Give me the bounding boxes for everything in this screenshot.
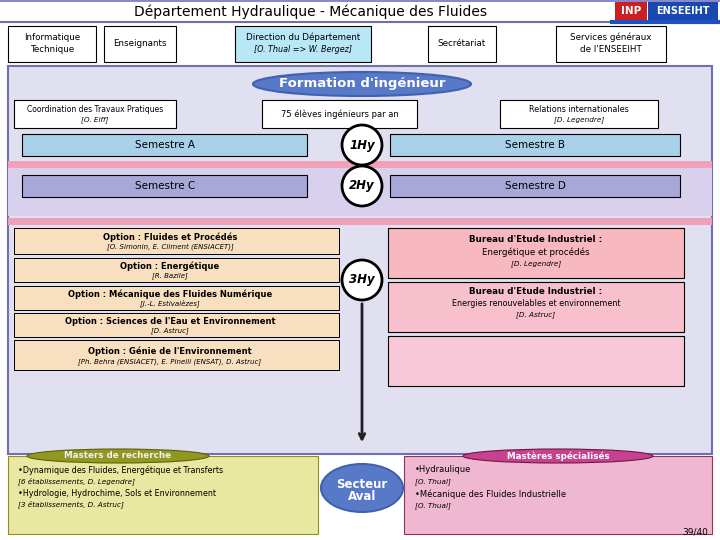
- Text: •Dynamique des Fluides, Energétique et Transferts: •Dynamique des Fluides, Energétique et T…: [18, 465, 223, 475]
- Circle shape: [342, 125, 382, 165]
- Text: [O. Thual]: [O. Thual]: [415, 478, 451, 485]
- Text: 2Hy: 2Hy: [349, 179, 375, 192]
- Text: Energétique et procédés: Energétique et procédés: [482, 247, 590, 256]
- Text: [D. Astruc]: [D. Astruc]: [516, 312, 556, 319]
- Text: Option : Mécanique des Fluides Numérique: Option : Mécanique des Fluides Numérique: [68, 290, 272, 299]
- Bar: [390, 134, 680, 156]
- Bar: [648, 2, 718, 20]
- Text: Secrétariat: Secrétariat: [438, 39, 486, 49]
- Bar: [428, 26, 496, 62]
- Text: Informatique: Informatique: [24, 33, 80, 43]
- Text: [3 établissements, D. Astruc]: [3 établissements, D. Astruc]: [18, 500, 124, 508]
- Text: ENSEEIHT: ENSEEIHT: [656, 6, 710, 16]
- Text: •Hydraulique: •Hydraulique: [415, 465, 472, 475]
- Bar: [500, 100, 658, 128]
- Bar: [22, 134, 307, 156]
- Bar: [390, 175, 680, 197]
- Text: Direction du Département: Direction du Département: [246, 32, 360, 42]
- Text: Masters de recherche: Masters de recherche: [65, 451, 171, 461]
- Bar: [404, 456, 712, 534]
- Text: Secteur: Secteur: [336, 477, 387, 490]
- Text: •Mécanique des Fluides Industrielle: •Mécanique des Fluides Industrielle: [415, 489, 566, 499]
- Text: [D. Legendre]: [D. Legendre]: [511, 261, 561, 267]
- Text: Energies renouvelables et environnement: Energies renouvelables et environnement: [451, 299, 620, 307]
- Bar: [8, 26, 96, 62]
- Text: Département Hydraulique - Mécanique des Fluides: Département Hydraulique - Mécanique des …: [133, 5, 487, 19]
- Text: de l'ENSEEIHT: de l'ENSEEIHT: [580, 45, 642, 55]
- Bar: [615, 2, 647, 20]
- Text: Mastères spécialisés: Mastères spécialisés: [507, 451, 609, 461]
- Text: [O. Eiff]: [O. Eiff]: [81, 117, 109, 123]
- Bar: [8, 218, 712, 225]
- Text: Semestre C: Semestre C: [135, 181, 195, 191]
- Text: Relations internationales: Relations internationales: [529, 105, 629, 113]
- Bar: [14, 286, 339, 310]
- Text: 39/40: 39/40: [682, 528, 708, 537]
- Bar: [388, 282, 684, 332]
- Text: [O. Simonin, E. Climent (ENSIACET)]: [O. Simonin, E. Climent (ENSIACET)]: [107, 244, 233, 250]
- Bar: [235, 26, 371, 62]
- Text: Coordination des Travaux Pratiques: Coordination des Travaux Pratiques: [27, 105, 163, 113]
- Bar: [0, 0, 720, 2]
- Text: [O. Thual => W. Bergez]: [O. Thual => W. Bergez]: [254, 45, 352, 55]
- Text: Option : Energétique: Option : Energétique: [120, 262, 220, 272]
- Bar: [22, 175, 307, 197]
- Text: Semestre B: Semestre B: [505, 140, 565, 150]
- Text: [O. Thual]: [O. Thual]: [415, 503, 451, 509]
- Bar: [262, 100, 417, 128]
- Text: [6 établissements, D. Legendre]: [6 établissements, D. Legendre]: [18, 477, 135, 485]
- Text: Option : Sciences de l'Eau et Environnement: Option : Sciences de l'Eau et Environnem…: [65, 317, 275, 326]
- Circle shape: [342, 260, 382, 300]
- Text: •Hydrologie, Hydrochime, Sols et Environnement: •Hydrologie, Hydrochime, Sols et Environ…: [18, 489, 216, 497]
- Bar: [14, 313, 339, 337]
- Bar: [14, 100, 176, 128]
- Bar: [14, 340, 339, 370]
- Bar: [8, 66, 712, 454]
- Bar: [104, 26, 176, 62]
- Text: Enseignants: Enseignants: [113, 39, 167, 49]
- Bar: [14, 228, 339, 254]
- Bar: [8, 456, 318, 534]
- Text: Semestre D: Semestre D: [505, 181, 565, 191]
- Ellipse shape: [321, 464, 403, 512]
- Bar: [8, 168, 712, 216]
- Bar: [556, 26, 666, 62]
- Text: 1Hy: 1Hy: [349, 138, 375, 152]
- Text: [Ph. Behra (ENSIACET), E. Pinelli (ENSAT), D. Astruc]: [Ph. Behra (ENSIACET), E. Pinelli (ENSAT…: [78, 358, 261, 365]
- Ellipse shape: [27, 449, 209, 463]
- Text: Bureau d'Etude Industriel :: Bureau d'Etude Industriel :: [469, 287, 603, 296]
- Circle shape: [342, 166, 382, 206]
- Text: [J.-L. Estivalèzes]: [J.-L. Estivalèzes]: [140, 299, 200, 307]
- Text: Option : Fluides et Procédés: Option : Fluides et Procédés: [103, 233, 237, 242]
- Text: [D. Legendre]: [D. Legendre]: [554, 117, 604, 123]
- Text: Technique: Technique: [30, 45, 74, 55]
- Text: 75 élèves ingénieurs par an: 75 élèves ingénieurs par an: [281, 109, 399, 119]
- Text: INP: INP: [621, 6, 641, 16]
- Text: Bureau d'Etude Industriel :: Bureau d'Etude Industriel :: [469, 235, 603, 245]
- Text: [D. Astruc]: [D. Astruc]: [151, 327, 189, 334]
- Bar: [14, 258, 339, 282]
- Text: 3Hy: 3Hy: [349, 273, 375, 287]
- Bar: [388, 228, 684, 278]
- Text: Formation d'ingénieur: Formation d'ingénieur: [279, 78, 445, 91]
- Text: Option : Génie de l'Environnement: Option : Génie de l'Environnement: [88, 346, 252, 355]
- Ellipse shape: [253, 72, 471, 96]
- Text: Aval: Aval: [348, 490, 376, 503]
- Text: Semestre A: Semestre A: [135, 140, 195, 150]
- Text: Services généraux: Services généraux: [570, 32, 652, 42]
- Bar: [388, 336, 684, 386]
- Text: [R. Bazile]: [R. Bazile]: [152, 272, 188, 279]
- Ellipse shape: [463, 449, 653, 463]
- Bar: [8, 161, 712, 168]
